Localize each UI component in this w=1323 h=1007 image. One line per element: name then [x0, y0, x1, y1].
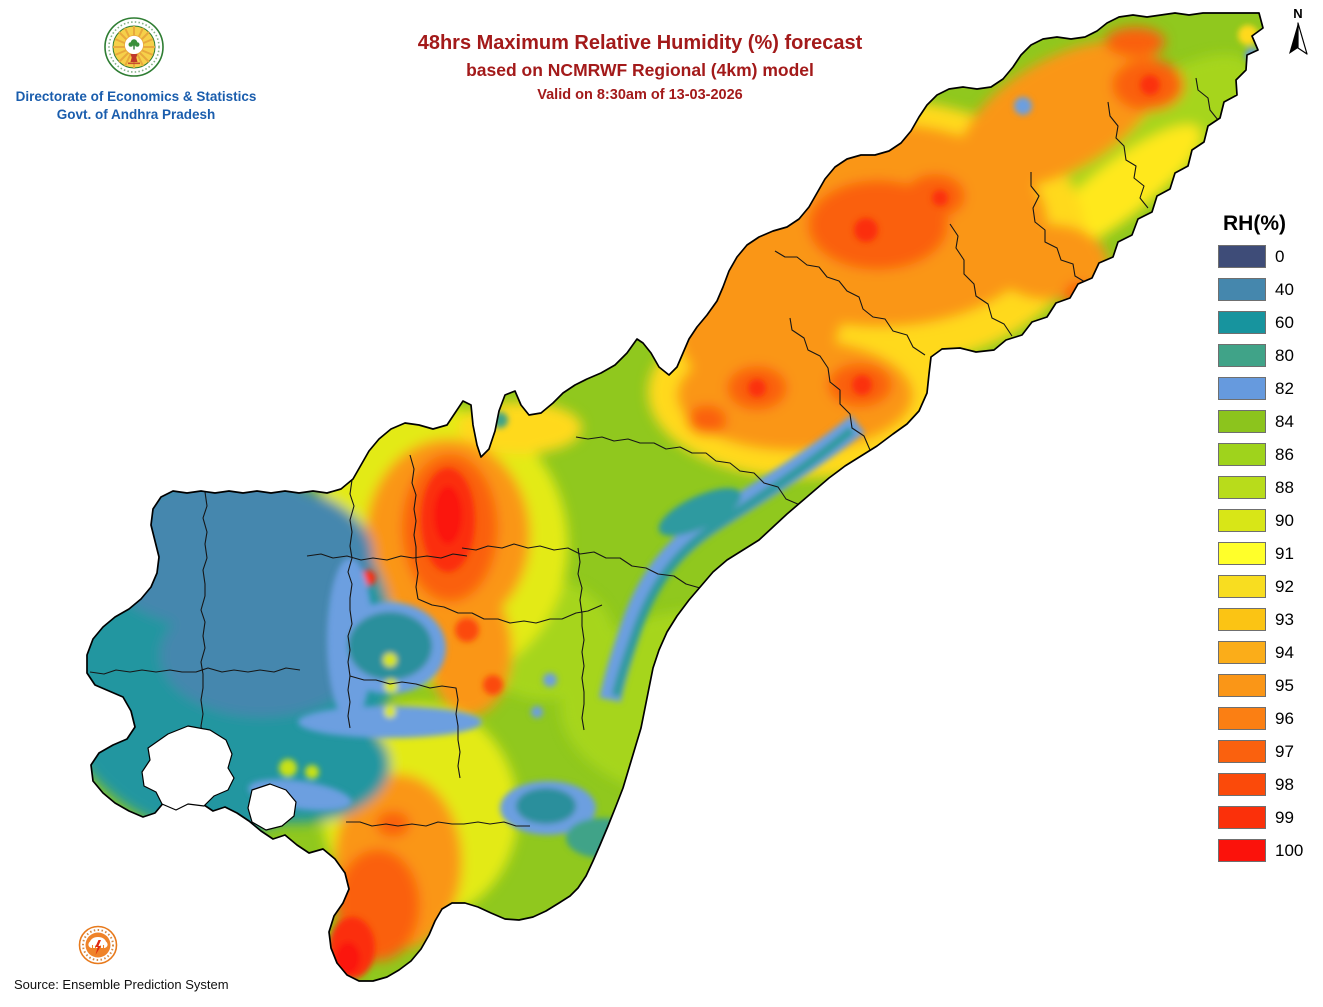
legend-item: 94	[1218, 641, 1303, 664]
legend-value: 96	[1275, 709, 1294, 728]
map-enclaves	[141, 725, 297, 831]
legend-item: 99	[1218, 806, 1303, 829]
ap-emblem-icon	[104, 17, 164, 77]
legend-value: 82	[1275, 379, 1294, 398]
legend-item: 80	[1218, 344, 1303, 367]
legend-swatch	[1218, 707, 1266, 730]
legend-value: 40	[1275, 280, 1294, 299]
legend-item: 91	[1218, 542, 1303, 565]
legend: RH(%) 0 40 60 80 82 84 86 88 90 91 92 93 94 95 96 97 98 9…	[1218, 212, 1303, 872]
ap-government-emblem	[99, 14, 169, 89]
legend-item: 96	[1218, 707, 1303, 730]
legend-item: 88	[1218, 476, 1303, 499]
legend-value: 95	[1275, 676, 1294, 695]
page-subtitle: based on NCMRWF Regional (4km) model	[466, 60, 814, 80]
legend-item: 100	[1218, 839, 1303, 862]
legend-item: 40	[1218, 278, 1303, 301]
legend-value: 97	[1275, 742, 1294, 761]
state-outline	[86, 12, 1264, 982]
legend-swatch	[1218, 344, 1266, 367]
page-title: 48hrs Maximum Relative Humidity (%) fore…	[417, 32, 863, 54]
ncmrwf-logo	[77, 924, 119, 973]
north-compass: N	[1284, 6, 1312, 62]
legend-swatch	[1218, 773, 1266, 796]
legend-value: 84	[1275, 412, 1294, 431]
title-block: 48hrs Maximum Relative Humidity (%) fore…	[320, 32, 960, 103]
legend-value: 60	[1275, 313, 1294, 332]
district-boundaries	[89, 77, 1219, 827]
legend-rows: 0 40 60 80 82 84 86 88 90 91 92 93 94 95 96 97 98 99 100	[1218, 245, 1303, 862]
legend-value: 86	[1275, 445, 1294, 464]
source-note: Source: Ensemble Prediction System	[14, 977, 229, 992]
legend-item: 0	[1218, 245, 1303, 268]
legend-item: 97	[1218, 740, 1303, 763]
legend-value: 91	[1275, 544, 1294, 563]
legend-item: 95	[1218, 674, 1303, 697]
legend-item: 90	[1218, 509, 1303, 532]
legend-swatch	[1218, 410, 1266, 433]
legend-swatch	[1218, 608, 1266, 631]
legend-swatch	[1218, 509, 1266, 532]
legend-item: 60	[1218, 311, 1303, 334]
legend-item: 82	[1218, 377, 1303, 400]
legend-swatch	[1218, 278, 1266, 301]
legend-value: 93	[1275, 610, 1294, 629]
legend-value: 100	[1275, 841, 1304, 860]
legend-item: 86	[1218, 443, 1303, 466]
legend-swatch	[1218, 641, 1266, 664]
legend-value: 92	[1275, 577, 1294, 596]
legend-value: 98	[1275, 775, 1294, 794]
ncmrwf-logo-icon	[78, 925, 118, 965]
legend-swatch	[1218, 311, 1266, 334]
legend-item: 93	[1218, 608, 1303, 631]
legend-value: 94	[1275, 643, 1294, 662]
legend-value: 80	[1275, 346, 1294, 365]
legend-value: 0	[1275, 247, 1285, 266]
legend-swatch	[1218, 443, 1266, 466]
org-line1: Directorate of Economics & Statistics	[15, 89, 257, 104]
legend-swatch	[1218, 839, 1266, 862]
legend-swatch	[1218, 674, 1266, 697]
north-label: N	[1293, 6, 1303, 21]
legend-value: 99	[1275, 808, 1294, 827]
org-block: Directorate of Economics & Statistics Go…	[0, 88, 272, 124]
org-line2: Govt. of Andhra Pradesh	[56, 107, 216, 123]
north-arrow-icon	[1289, 22, 1308, 55]
legend-value: 88	[1275, 478, 1294, 497]
valid-date: Valid on 8:30am of 13-03-2026	[537, 87, 743, 103]
legend-item: 92	[1218, 575, 1303, 598]
legend-swatch	[1218, 806, 1266, 829]
legend-swatch	[1218, 377, 1266, 400]
legend-value: 90	[1275, 511, 1294, 530]
legend-item: 84	[1218, 410, 1303, 433]
legend-swatch	[1218, 476, 1266, 499]
legend-swatch	[1218, 245, 1266, 268]
legend-item: 98	[1218, 773, 1303, 796]
legend-title: RH(%)	[1223, 212, 1286, 235]
legend-swatch	[1218, 740, 1266, 763]
legend-swatch	[1218, 542, 1266, 565]
legend-swatch	[1218, 575, 1266, 598]
